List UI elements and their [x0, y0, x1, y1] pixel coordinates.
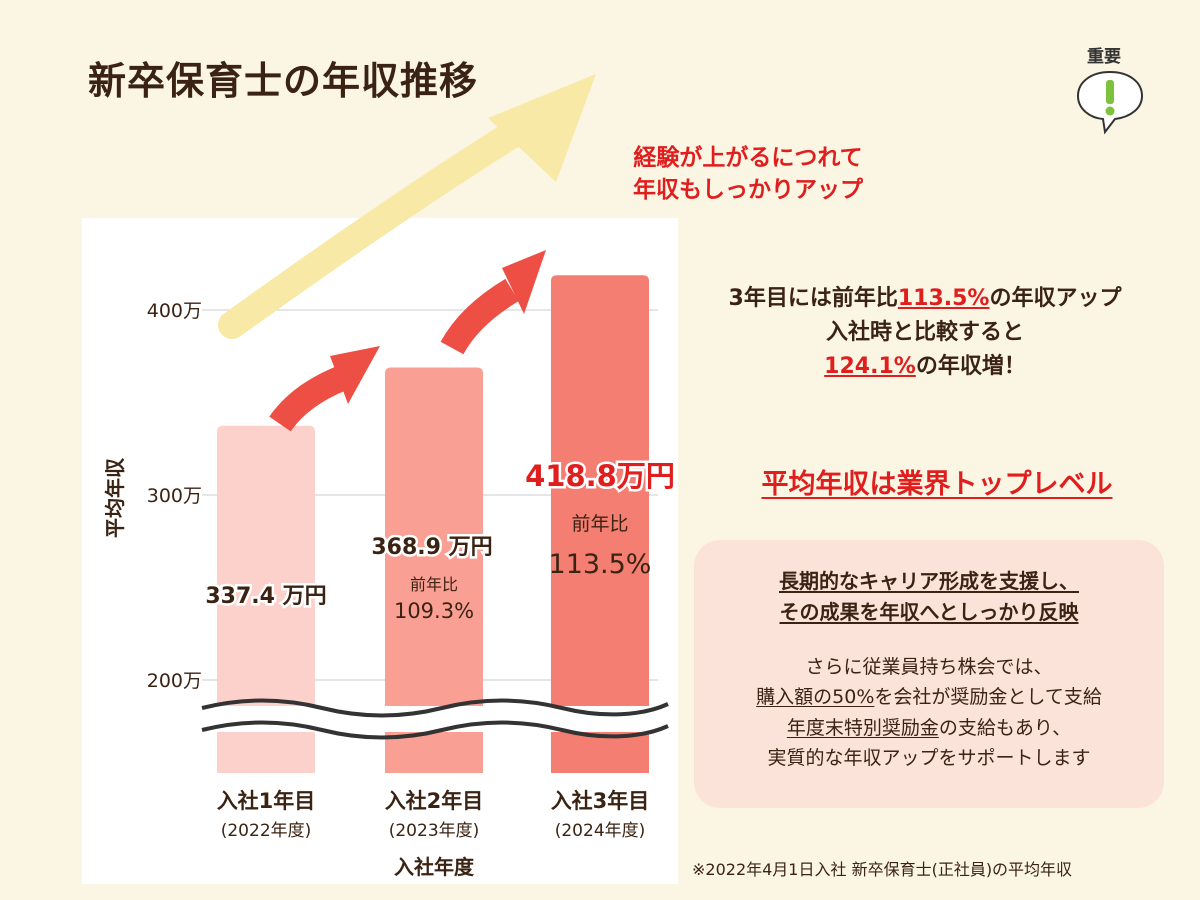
y-tick-label: 400万 [147, 300, 202, 322]
card-heading-line-2: その成果を年収へとしっかり反映 [779, 600, 1079, 624]
y-tick-label: 200万 [147, 670, 202, 692]
card-body-line3-rest: の支給もあり、 [938, 716, 1072, 739]
card-body: さらに従業員持ち株会では、 購入額の50%を会社が奨励金として支給 年度末特別奨… [694, 652, 1164, 774]
footnote: ※2022年4月1日入社 新卒保育士(正社員)の平均年収 [692, 860, 1073, 879]
yoy-value: 109.3% [394, 599, 474, 623]
important-badge: 重要 [1075, 42, 1145, 137]
lead-line3-highlight: 124.1% [824, 354, 916, 380]
lead-line3-post: の年収増！ [915, 354, 1026, 380]
axis-break-band [82, 706, 678, 732]
card-body-line3-underline: 年度末特別奨励金 [786, 716, 939, 739]
yoy-caption: 前年比 [410, 575, 458, 594]
card-heading: 長期的なキャリア形成を支援し、 その成果を年収へとしっかり反映 [694, 566, 1164, 628]
exclamation-bubble-icon [1076, 70, 1144, 135]
page-title: 新卒保育士の年収推移 [88, 59, 479, 103]
y-axis-label: 平均年収 [103, 457, 127, 538]
axis-break-line-bottom [201, 720, 669, 740]
lead-line1-highlight: 113.5% [897, 286, 990, 311]
lead-line-1: 3年目には前年比113.5%の年収アップ [672, 282, 1178, 316]
x-tick-sublabel: (2023年度) [389, 821, 480, 841]
lead-line-3: 124.1%の年収増！ [672, 350, 1178, 384]
x-tick-sublabel: (2024年度) [555, 821, 646, 841]
chart-panel: 200万 300万 400万平均年収 337.4 万円 368.9 万円 418.8万円前… [82, 218, 678, 884]
headline-line-2: 年収もしっかりアップ [633, 177, 863, 204]
value-label: 368.9 万円 [371, 535, 492, 560]
x-tick-label: 入社3年目 [551, 789, 650, 813]
headline-line-1: 経験が上がるにつれて [633, 145, 863, 171]
yoy-value: 113.5% [549, 549, 652, 580]
card-body-line-1: さらに従業員持ち株会では、 [805, 656, 1053, 678]
support-card: 長期的なキャリア形成を支援し、 その成果を年収へとしっかり反映 さらに従業員持ち… [694, 540, 1164, 808]
card-body-line-4: 実質的な年収アップをサポートします [767, 747, 1091, 770]
y-tick-label: 300万 [147, 485, 202, 507]
bar-3 [551, 275, 649, 773]
bar-1 [217, 425, 315, 773]
x-tick-sublabel: (2022年度) [221, 821, 312, 841]
lead-line1-pre: 3年目には前年比 [728, 286, 898, 311]
card-body-line2-underline: 購入額の50% [756, 686, 875, 709]
level-statement: 平均年収は業界トップレベル [761, 469, 1113, 500]
value-label: 337.4 万円 [205, 584, 326, 609]
card-body-line-3: 年度末特別奨励金の支給もあり、 [694, 713, 1164, 743]
lead-line-2: 入社時と比較すると [825, 320, 1024, 346]
axis-break-line-top [201, 698, 669, 718]
x-tick-label: 入社2年目 [385, 789, 484, 813]
card-body-line2-rest: を会社が奨励金として支給 [874, 686, 1102, 709]
lead-text: 3年目には前年比113.5%の年収アップ 入社時と比較すると 124.1%の年収… [672, 282, 1178, 384]
yoy-caption: 前年比 [571, 513, 628, 535]
badge-label: 重要 [1087, 47, 1121, 67]
x-axis-label: 入社年度 [394, 855, 475, 879]
bar-2 [385, 367, 483, 773]
value-label: 418.8万円 [525, 459, 675, 493]
card-heading-line-1: 長期的なキャリア形成を支援し、 [779, 569, 1079, 593]
lead-line1-post: の年収アップ [989, 286, 1122, 311]
card-body-line-2: 購入額の50%を会社が奨励金として支給 [694, 682, 1164, 712]
headline: 経験が上がるにつれて 年収もしっかりアップ [598, 142, 898, 206]
x-tick-label: 入社1年目 [217, 789, 316, 813]
